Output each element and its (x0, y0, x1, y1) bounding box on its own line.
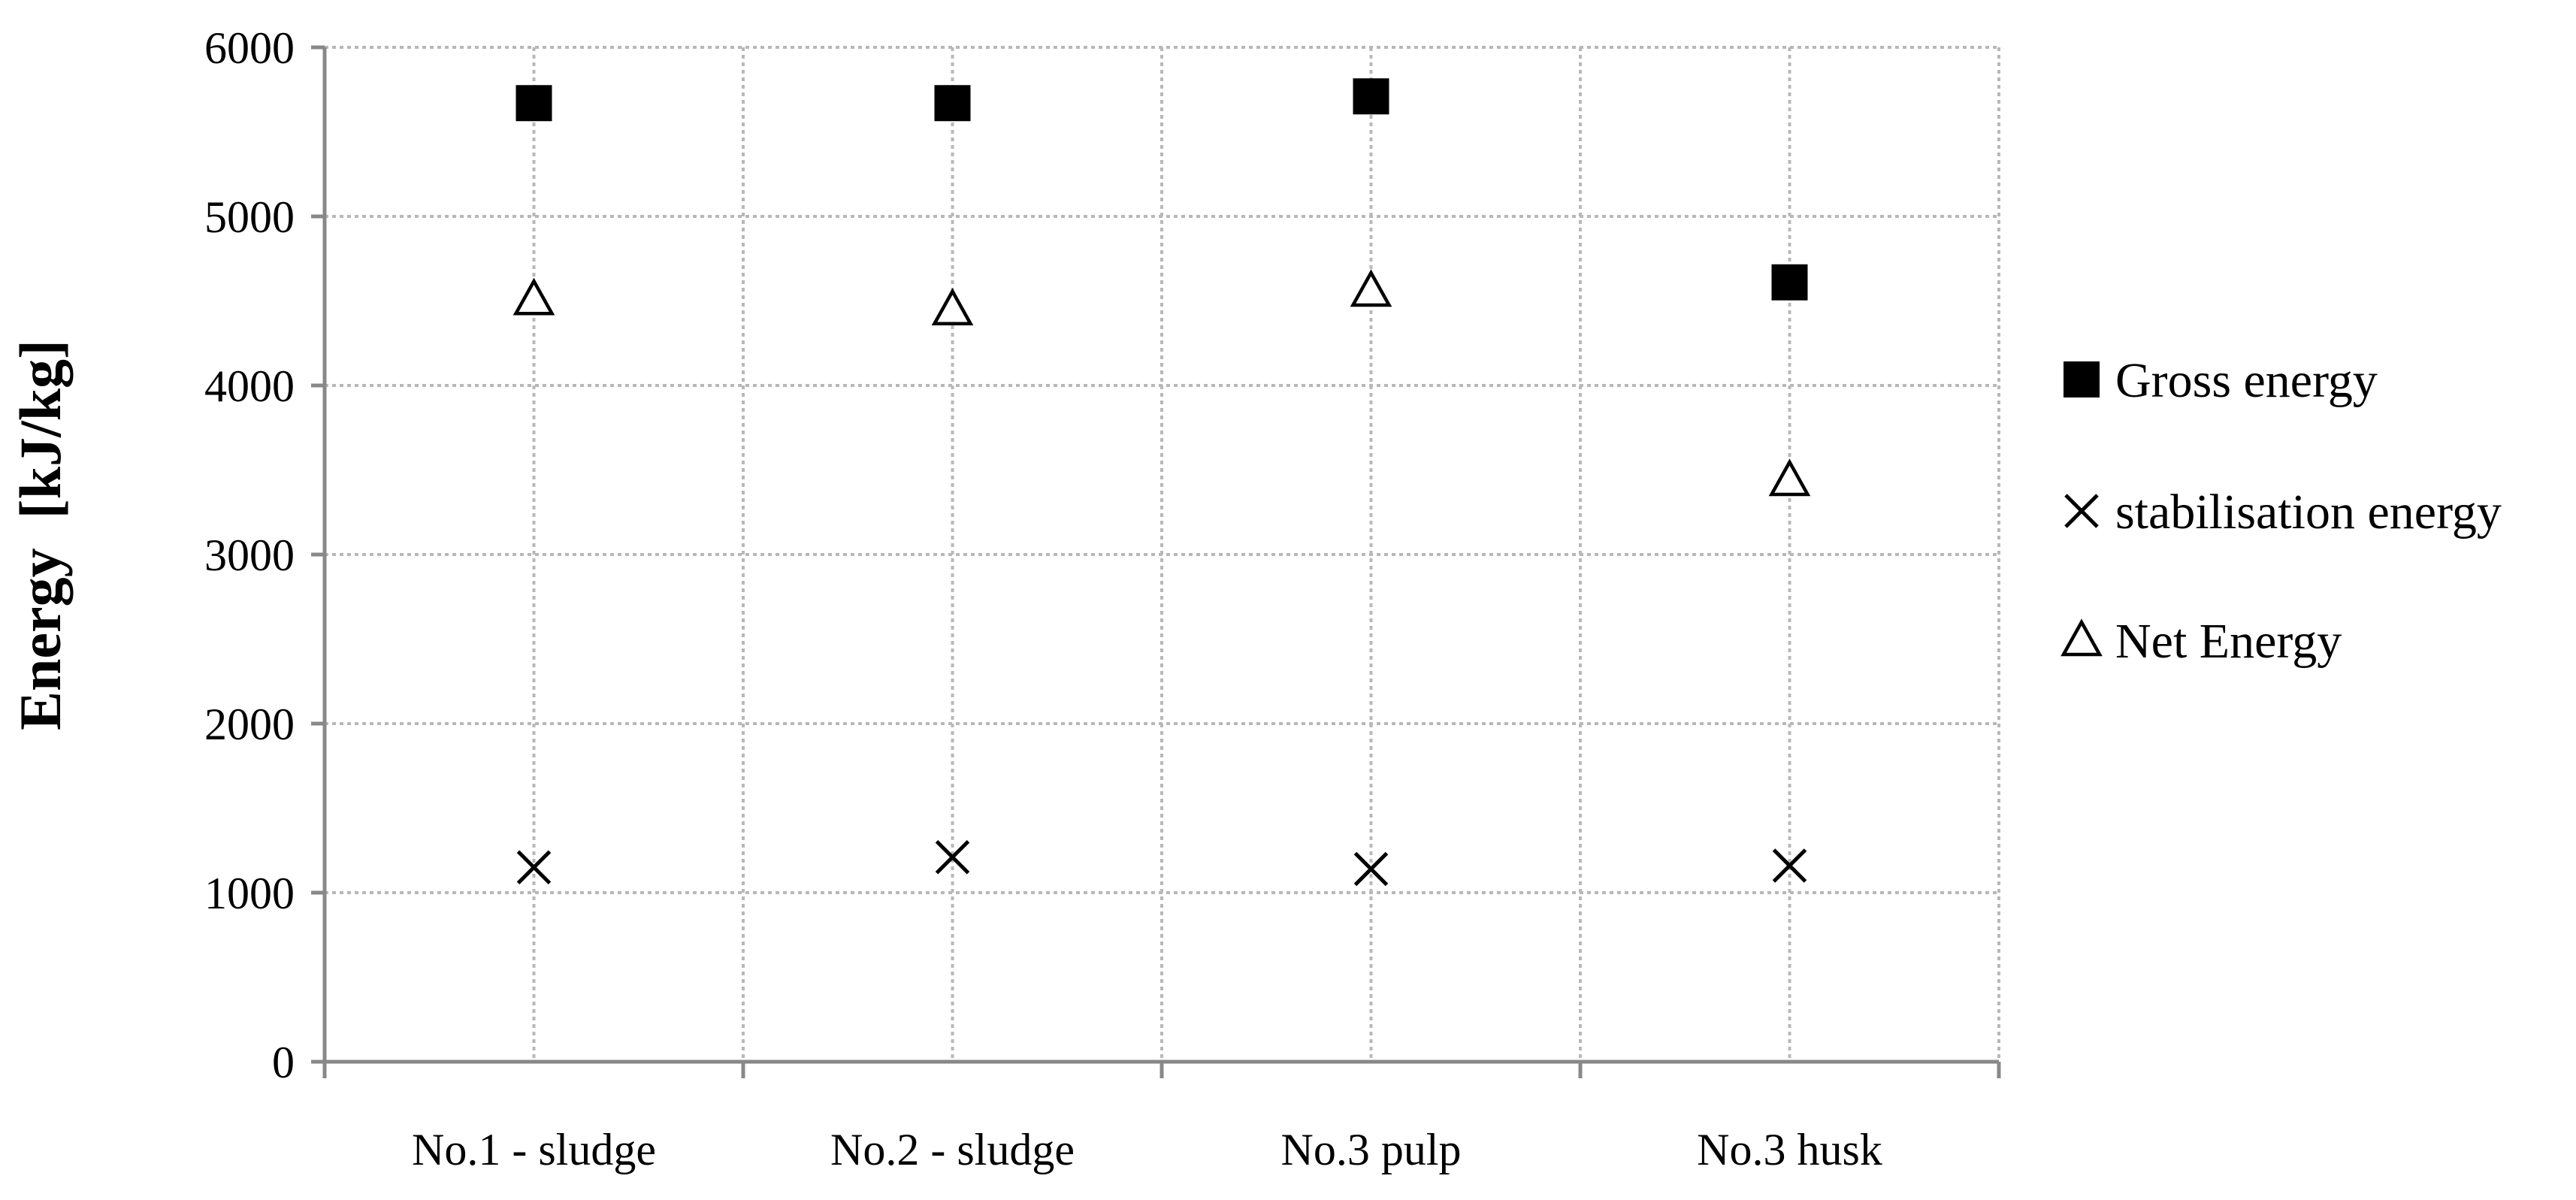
legend-label-series-0: Gross energy (2115, 353, 2378, 408)
data-point-series-0 (1353, 78, 1389, 115)
y-tick-labels: 0 1000 2000 3000 4000 5000 6000 (204, 23, 295, 1087)
y-tick-label: 3000 (204, 530, 295, 580)
legend-marker-series-1 (2064, 494, 2099, 528)
y-tick-label: 6000 (204, 23, 295, 73)
data-point-series-1 (935, 839, 970, 875)
y-tick-label: 0 (272, 1038, 295, 1087)
data-point-series-0 (516, 85, 552, 122)
data-point-series-0 (1771, 264, 1808, 301)
data-point-series-2 (1350, 269, 1392, 307)
x-tick-label: No.3 pulp (1281, 1125, 1462, 1174)
legend-label-series-1: stabilisation energy (2115, 485, 2502, 540)
y-tick-label: 2000 (204, 700, 295, 749)
legend-marker-series-0 (2064, 361, 2100, 397)
data-point-series-1 (1353, 851, 1389, 887)
legend-label-series-2: Net Energy (2115, 614, 2342, 669)
y-tick-label: 1000 (204, 869, 295, 918)
data-points (512, 78, 1811, 887)
axes (311, 45, 2001, 1078)
y-tick-label: 5000 (204, 192, 295, 242)
x-tick-label: No.2 - sludge (830, 1125, 1075, 1174)
data-point-series-1 (1772, 848, 1807, 883)
gridlines (325, 46, 2000, 1062)
x-tick-label: No.3 husk (1697, 1125, 1882, 1174)
legend: Gross energy stabilisation energy Net Ener… (2060, 353, 2502, 669)
data-point-series-2 (512, 277, 555, 316)
data-point-series-1 (516, 850, 552, 885)
data-point-series-0 (934, 85, 971, 122)
x-tick-label: No.1 - sludge (412, 1125, 656, 1174)
data-point-series-2 (1768, 458, 1811, 497)
data-point-series-2 (931, 288, 974, 325)
y-axis-title: Energy [kJ/kg] (8, 340, 73, 730)
x-tick-labels: No.1 - sludge No.2 - sludge No.3 pulp No.3 … (412, 1125, 1882, 1174)
y-tick-label: 4000 (204, 361, 295, 411)
legend-marker-series-2 (2060, 618, 2103, 657)
